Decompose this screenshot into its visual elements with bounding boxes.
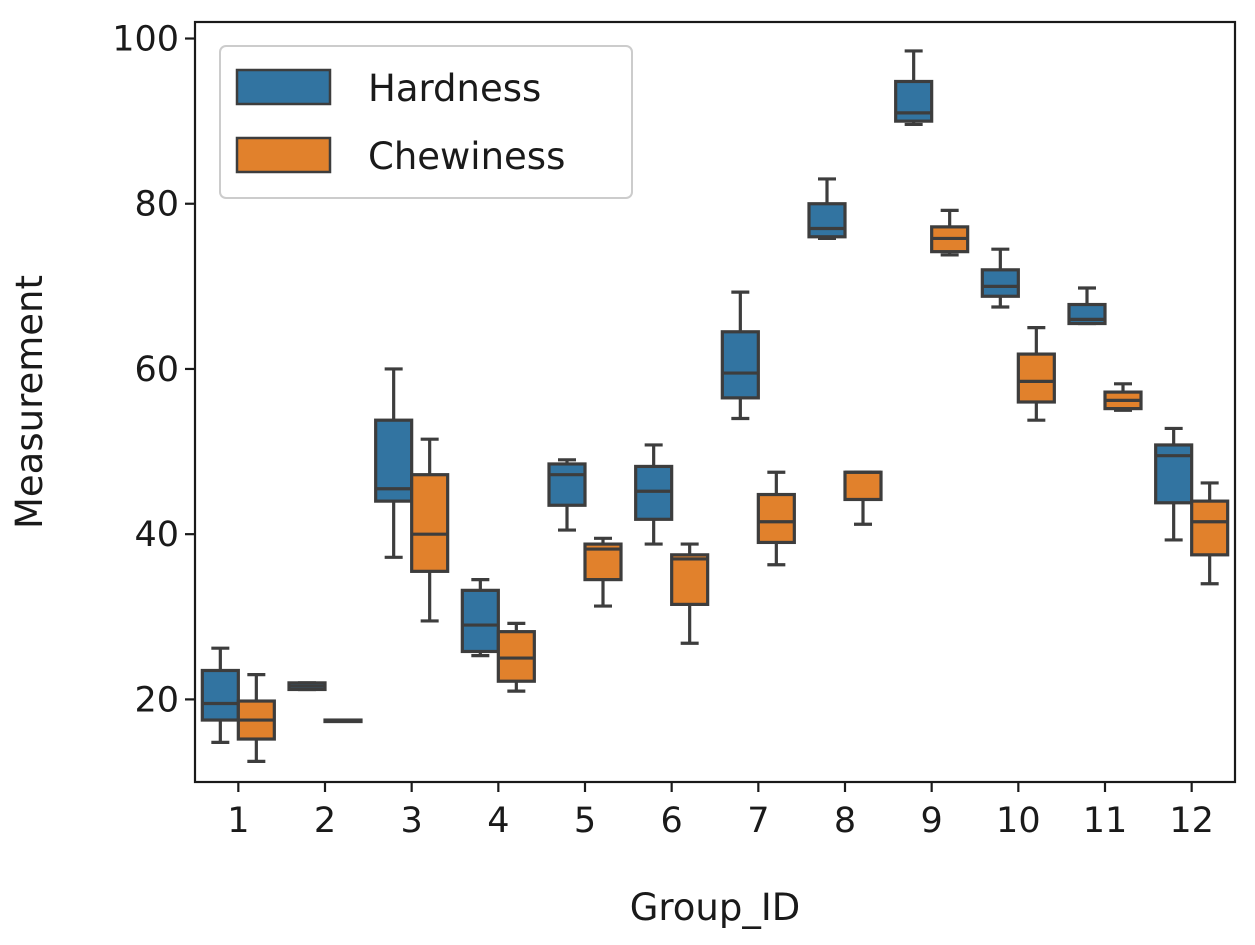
box-hardness-group-3	[374, 367, 414, 559]
iqr-box	[634, 464, 674, 521]
box-chewiness-group-7	[756, 470, 796, 567]
box-chewiness-group-11	[1103, 382, 1143, 412]
box-chewiness-group-5	[583, 536, 623, 608]
legend: Hardness Chewiness	[219, 45, 633, 199]
iqr-box	[496, 630, 536, 683]
iqr-box	[1154, 443, 1194, 505]
iqr-box	[547, 462, 587, 507]
box-hardness-group-7	[720, 290, 760, 421]
box-chewiness-group-9	[930, 208, 970, 257]
y-tick-label: 60	[134, 350, 179, 390]
legend-swatch-hardness	[235, 68, 332, 106]
iqr-box	[1016, 352, 1056, 404]
box-hardness-group-5	[547, 458, 587, 532]
y-tick-label: 20	[134, 680, 179, 720]
x-tick-label: 11	[1083, 801, 1128, 841]
iqr-box	[410, 473, 450, 573]
iqr-box	[200, 668, 240, 722]
box-hardness-group-6	[634, 443, 674, 546]
box-hardness-group-1	[200, 646, 240, 744]
x-tick-label: 5	[574, 801, 596, 841]
iqr-box	[460, 588, 500, 654]
box-chewiness-group-4	[496, 621, 536, 693]
iqr-box	[720, 330, 760, 400]
x-tick-label: 9	[921, 801, 943, 841]
x-axis-title: Group_ID	[630, 886, 801, 929]
y-tick-label: 80	[134, 185, 179, 225]
box-chewiness-group-3	[410, 437, 450, 623]
legend-swatch-chewiness	[235, 136, 332, 174]
iqr-box	[807, 202, 847, 239]
box-hardness-group-10	[980, 247, 1020, 309]
x-tick-label: 6	[661, 801, 683, 841]
iqr-box	[670, 553, 710, 606]
box-chewiness-group-12	[1190, 481, 1230, 586]
legend-label-hardness: Hardness	[368, 67, 541, 110]
box-hardness-group-4	[460, 578, 500, 658]
box-hardness-group-2	[287, 681, 327, 692]
x-tick-label: 3	[401, 801, 423, 841]
iqr-box	[1190, 499, 1230, 557]
x-tick-label: 1	[227, 801, 249, 841]
x-tick-label: 7	[747, 801, 769, 841]
box-chewiness-group-6	[670, 542, 710, 645]
x-tick-label: 2	[314, 801, 336, 841]
box-hardness-group-8	[807, 177, 847, 241]
x-tick-label: 8	[834, 801, 856, 841]
box-hardness-group-12	[1154, 426, 1194, 542]
legend-label-chewiness: Chewiness	[368, 135, 565, 178]
plot-frame	[193, 20, 1237, 784]
x-tick-label: 10	[996, 801, 1041, 841]
box-hardness-group-11	[1067, 286, 1107, 326]
box-chewiness-group-1	[236, 673, 276, 763]
plot-area	[200, 49, 1230, 763]
box-chewiness-group-2	[323, 718, 363, 724]
x-tick-label: 4	[487, 801, 509, 841]
iqr-box	[756, 492, 796, 545]
box-chewiness-group-10	[1016, 326, 1056, 422]
box-hardness-group-9	[894, 49, 934, 127]
iqr-box	[894, 79, 934, 123]
box-chewiness-group-8	[843, 470, 883, 526]
y-axis-title: Measurement	[8, 275, 51, 529]
iqr-box	[980, 268, 1020, 298]
y-tick-label: 40	[134, 515, 179, 555]
x-tick-label: 12	[1169, 801, 1214, 841]
y-tick-label: 100	[112, 20, 179, 60]
iqr-box	[843, 470, 883, 502]
